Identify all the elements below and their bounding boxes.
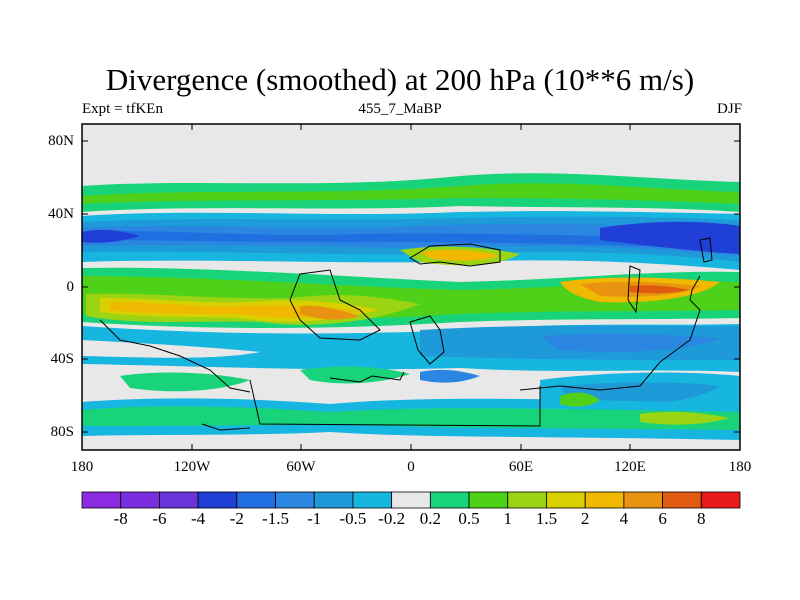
colorbar-swatch xyxy=(507,491,547,509)
colorbar-swatch xyxy=(546,491,586,509)
colorbar-swatch xyxy=(623,491,663,509)
colorbar-swatch xyxy=(236,491,276,509)
colorbar-label: 4 xyxy=(619,509,629,528)
axis-ticks xyxy=(81,124,741,450)
colorbar-label: 1.5 xyxy=(535,509,558,528)
colorbar-label: 6 xyxy=(658,509,667,528)
colorbar-label: 0.5 xyxy=(458,509,480,528)
colorbar-label: -1 xyxy=(307,509,322,528)
colorbar xyxy=(81,491,741,509)
colorbar-swatch xyxy=(352,491,393,509)
colorbar-label: -6 xyxy=(152,509,167,528)
colorbar-swatch xyxy=(313,491,354,509)
colorbar-label: 1 xyxy=(503,509,513,528)
colorbar-label: -8 xyxy=(113,509,128,528)
season-label: DJF xyxy=(716,101,742,117)
divergence-field xyxy=(82,124,740,450)
colorbar-swatch xyxy=(81,491,122,509)
colorbar-swatch xyxy=(662,491,702,509)
y-tick-label: 80S xyxy=(50,424,74,440)
colorbar-label: -0.2 xyxy=(378,509,406,528)
run-id-label: 455_7_MaBP xyxy=(358,101,442,117)
y-tick-label: 0 xyxy=(66,279,75,295)
colorbar-swatch xyxy=(391,491,431,509)
colorbar-swatch xyxy=(159,491,199,509)
colorbar-label: -1.5 xyxy=(262,509,289,528)
colorbar-label: 2 xyxy=(580,509,590,528)
x-tick-label: 180 xyxy=(70,459,94,475)
plot-title: Divergence (smoothed) at 200 hPa (10**6 … xyxy=(105,62,695,97)
colorbar-swatch xyxy=(468,491,509,509)
colorbar-swatch xyxy=(429,491,470,509)
x-tick-label: 60E xyxy=(508,459,534,475)
colorbar-label: 8 xyxy=(697,509,706,528)
colorbar-swatch xyxy=(120,491,160,509)
colorbar-label: -2 xyxy=(229,509,244,528)
colorbar-swatch xyxy=(275,491,315,509)
x-tick-label: 120E xyxy=(614,459,646,475)
x-tick-label: 180 xyxy=(728,459,752,475)
x-tick-label: 60W xyxy=(286,459,316,475)
y-tick-label: 80N xyxy=(48,133,74,149)
y-tick-label: 40N xyxy=(48,206,74,222)
y-tick-label: 40S xyxy=(50,351,74,367)
x-tick-label: 0 xyxy=(407,459,415,475)
colorbar-label: -0.5 xyxy=(339,509,367,528)
coastline-overlay xyxy=(99,237,713,431)
colorbar-swatch xyxy=(197,491,238,509)
colorbar-label: -4 xyxy=(191,509,206,528)
colorbar-swatch xyxy=(700,491,741,509)
experiment-label: Expt = tfKEn xyxy=(82,101,163,117)
colorbar-label: 0.2 xyxy=(419,509,441,528)
colorbar-swatch xyxy=(584,491,625,509)
x-tick-label: 120W xyxy=(173,459,211,475)
